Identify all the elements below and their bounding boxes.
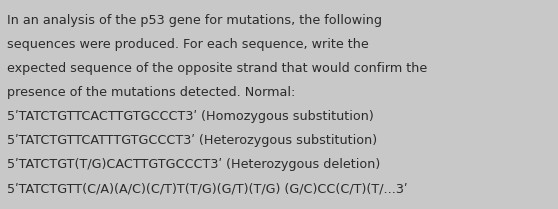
Text: 5ʹTATCTGT(T/G)CACTTGTGCCCT3ʹ (Heterozygous deletion): 5ʹTATCTGT(T/G)CACTTGTGCCCT3ʹ (Heterozygo… — [7, 158, 380, 171]
Text: presence of the mutations detected. Normal:: presence of the mutations detected. Norm… — [7, 86, 295, 99]
Text: In an analysis of the p53 gene for mutations, the following: In an analysis of the p53 gene for mutat… — [7, 14, 382, 27]
Text: sequences were produced. For each sequence, write the: sequences were produced. For each sequen… — [7, 38, 369, 51]
Text: 5ʹTATCTGTTCATTTGTGCCCT3ʹ (Heterozygous substitution): 5ʹTATCTGTTCATTTGTGCCCT3ʹ (Heterozygous s… — [7, 134, 377, 147]
Text: 5ʹTATCTGTTCACTTGTGCCCT3ʹ (Homozygous substitution): 5ʹTATCTGTTCACTTGTGCCCT3ʹ (Homozygous sub… — [7, 110, 374, 123]
Text: 5ʹTATCTGTT(C/A)(A/C)(C/T)T(T/G)(G/T)(T/G) (G/C)CC(C/T)(T/...3ʹ: 5ʹTATCTGTT(C/A)(A/C)(C/T)T(T/G)(G/T)(T/G… — [7, 182, 407, 195]
Text: expected sequence of the opposite strand that would confirm the: expected sequence of the opposite strand… — [7, 62, 427, 75]
